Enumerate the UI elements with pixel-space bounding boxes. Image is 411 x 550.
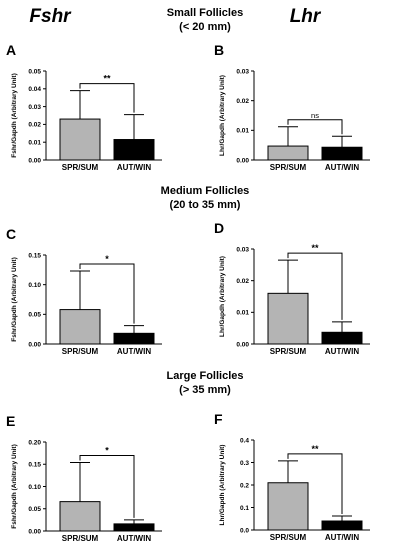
panel-letter: C <box>6 226 16 242</box>
section-title-small: Small Follicles <box>167 7 243 19</box>
category-label: AUT/WIN <box>325 163 359 172</box>
y-tick-label: 0.00 <box>28 528 41 535</box>
bar-aut-win <box>321 520 363 531</box>
y-tick-label: 0.03 <box>236 246 249 253</box>
significance-bracket <box>287 252 343 320</box>
y-tick-label: 0.1 <box>240 505 249 512</box>
y-tick-label: 0.01 <box>236 310 249 317</box>
y-tick-label: 0.00 <box>236 341 249 348</box>
significance-label: * <box>105 445 109 455</box>
section-subtitle-large: (> 35 mm) <box>179 384 231 396</box>
y-tick-label: 0.01 <box>28 140 41 147</box>
significance-bracket <box>79 83 135 113</box>
panels: A Fshr/Gapdh (Arbitrary Unit) 0.00 0.01 0.02… <box>6 42 370 543</box>
category-label: SPR/SUM <box>62 347 99 356</box>
bar-aut-win <box>113 523 155 532</box>
category-label: SPR/SUM <box>62 534 99 543</box>
bar-spr-sum <box>59 309 101 345</box>
y-axis-label: Fshr/Gapdh (Arbitrary Unit) <box>11 257 18 342</box>
panel-b: B Lhr/Gapdh (Arbitrary Unit) 0.00 0.01 0.02 0… <box>214 42 370 172</box>
panel-e: E Fshr/Gapdh (Arbitrary Unit) 0.00 0.05 0.10… <box>6 413 162 543</box>
panel-letter: F <box>214 411 223 427</box>
y-tick-label: 0.05 <box>28 312 41 319</box>
significance-label: ** <box>311 444 319 454</box>
section-title-medium: Medium Follicles <box>161 185 250 197</box>
panel-f: F Lhr/Gapdh (Arbitrary Unit) 0.0 0.1 0.2 0.3 0… <box>214 411 370 542</box>
bar-aut-win <box>321 331 363 345</box>
bar-spr-sum <box>267 482 309 531</box>
y-tick-label: 0.02 <box>236 98 249 105</box>
category-label: AUT/WIN <box>325 533 359 542</box>
y-axis-label: Lhr/Gapdh (Arbitrary Unit) <box>219 445 226 526</box>
significance-bracket <box>79 263 135 324</box>
category-label: SPR/SUM <box>270 533 307 542</box>
y-tick-label: 0.10 <box>28 484 41 491</box>
column-header-left: Fshr <box>29 6 72 27</box>
y-axis-label: Lhr/Gapdh (Arbitrary Unit) <box>219 75 226 156</box>
panel-letter: E <box>6 413 15 429</box>
category-label: SPR/SUM <box>270 347 307 356</box>
significance-label: ** <box>103 74 111 84</box>
category-label: AUT/WIN <box>117 347 151 356</box>
panel-a: A Fshr/Gapdh (Arbitrary Unit) 0.00 0.01 0.02… <box>6 42 162 172</box>
significance-bracket <box>287 453 343 515</box>
category-label: AUT/WIN <box>117 163 151 172</box>
y-tick-label: 0.05 <box>28 68 41 75</box>
significance-bracket <box>79 454 135 518</box>
y-tick-label: 0.03 <box>28 104 41 111</box>
column-header-right: Lhr <box>290 6 322 27</box>
significance-label: ** <box>311 243 319 253</box>
panel-d: D Lhr/Gapdh (Arbitrary Unit) 0.00 0.01 0.02 0… <box>214 220 370 356</box>
y-axis-label: Lhr/Gapdh (Arbitrary Unit) <box>219 256 226 337</box>
y-tick-label: 0.02 <box>28 122 41 129</box>
y-tick-label: 0.15 <box>28 462 41 469</box>
bar-aut-win <box>321 146 363 161</box>
bar-spr-sum <box>59 501 101 532</box>
y-tick-label: 0.04 <box>28 86 41 93</box>
bar-spr-sum <box>267 292 309 345</box>
significance-label: * <box>105 254 109 264</box>
y-tick-label: 0.01 <box>236 128 249 135</box>
y-axis-label: Fshr/Gapdh (Arbitrary Unit) <box>11 444 18 529</box>
y-tick-label: 0.00 <box>28 341 41 348</box>
y-tick-label: 0.3 <box>240 460 249 467</box>
bar-spr-sum <box>59 118 101 161</box>
section-subtitle-small: (< 20 mm) <box>179 21 231 33</box>
section-title-medium-sub: (20 to 35 mm) <box>170 199 241 211</box>
category-label: SPR/SUM <box>62 163 99 172</box>
significance-label: ns <box>311 111 319 120</box>
bar-aut-win <box>113 332 155 345</box>
section-title-large: Large Follicles <box>166 370 243 382</box>
significance-bracket <box>287 119 343 135</box>
y-tick-label: 0.00 <box>28 157 41 164</box>
bar-aut-win <box>113 139 155 161</box>
category-label: SPR/SUM <box>270 163 307 172</box>
y-tick-label: 0.0 <box>240 527 249 534</box>
y-tick-label: 0.10 <box>28 282 41 289</box>
panel-letter: D <box>214 220 224 236</box>
y-tick-label: 0.2 <box>240 482 249 489</box>
y-axis-label: Fshr/Gapdh (Arbitrary Unit) <box>11 73 18 158</box>
panel-letter: A <box>6 42 16 58</box>
bar-spr-sum <box>267 145 309 161</box>
y-tick-label: 0.15 <box>28 252 41 259</box>
category-label: AUT/WIN <box>325 347 359 356</box>
y-tick-label: 0.03 <box>236 68 249 75</box>
y-tick-label: 0.00 <box>236 157 249 164</box>
panel-letter: B <box>214 42 224 58</box>
y-tick-label: 0.4 <box>240 437 249 444</box>
category-label: AUT/WIN <box>117 534 151 543</box>
panel-c: C Fshr/Gapdh (Arbitrary Unit) 0.00 0.05 0.10… <box>6 226 162 356</box>
y-tick-label: 0.02 <box>236 278 249 285</box>
y-tick-label: 0.05 <box>28 506 41 513</box>
y-tick-label: 0.20 <box>28 439 41 446</box>
